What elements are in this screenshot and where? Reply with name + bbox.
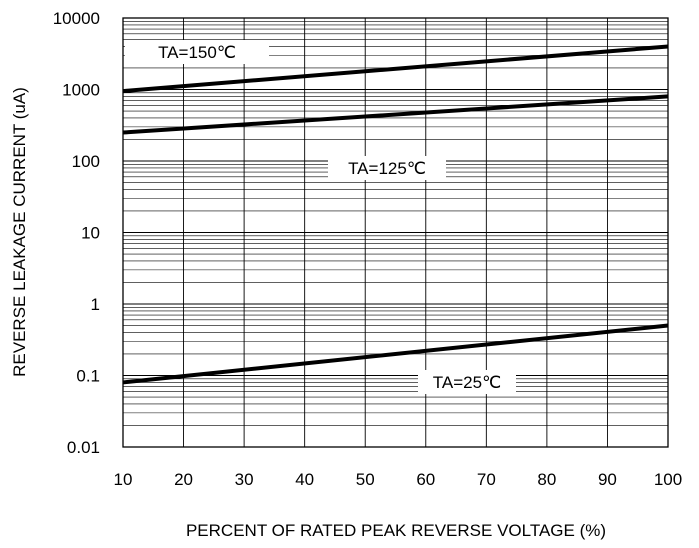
y-tick-labels: 0.01 0.1 1 10 100 1000 10000 (53, 9, 100, 457)
x-tick-labels: 10 20 30 40 50 60 70 80 90 100 (114, 470, 683, 489)
plot-frame (122, 17, 669, 448)
series-line (122, 323, 669, 385)
x-tick-label: 80 (537, 470, 556, 489)
x-tick-label: 40 (295, 470, 314, 489)
series-annotation-label: TA=125℃ (348, 159, 426, 178)
series-annotations: TA=150℃ TA=125℃ TA=25℃ (125, 40, 516, 394)
annotation-background (418, 370, 516, 394)
x-tick-label: 70 (477, 470, 496, 489)
curves (122, 44, 669, 385)
series-annotation-label: TA=150℃ (158, 43, 236, 62)
x-tick-label: 10 (114, 470, 133, 489)
annotation-background (125, 40, 269, 64)
x-axis-label: PERCENT OF RATED PEAK REVERSE VOLTAGE (%… (186, 521, 606, 540)
y-tick-label: 1000 (62, 81, 100, 100)
y-axis-label: REVERSE LEAKAGE CURRENT (uA) (10, 87, 29, 377)
x-tick-label: 30 (235, 470, 254, 489)
series-line (122, 44, 669, 94)
y-tick-label: 10 (81, 224, 100, 243)
y-tick-label: 0.1 (76, 367, 100, 386)
y-tick-label: 10000 (53, 9, 100, 28)
x-tick-label: 100 (654, 470, 682, 489)
y-tick-label: 100 (72, 152, 100, 171)
series-annotation-label: TA=25℃ (433, 373, 501, 392)
series-line (122, 94, 669, 135)
y-tick-label: 0.01 (67, 438, 100, 457)
y-tick-label: 1 (91, 295, 100, 314)
x-tick-label: 20 (174, 470, 193, 489)
x-tick-label: 50 (356, 470, 375, 489)
grid (122, 17, 669, 448)
annotation-background (328, 156, 446, 180)
x-tick-label: 60 (416, 470, 435, 489)
x-tick-label: 90 (598, 470, 617, 489)
